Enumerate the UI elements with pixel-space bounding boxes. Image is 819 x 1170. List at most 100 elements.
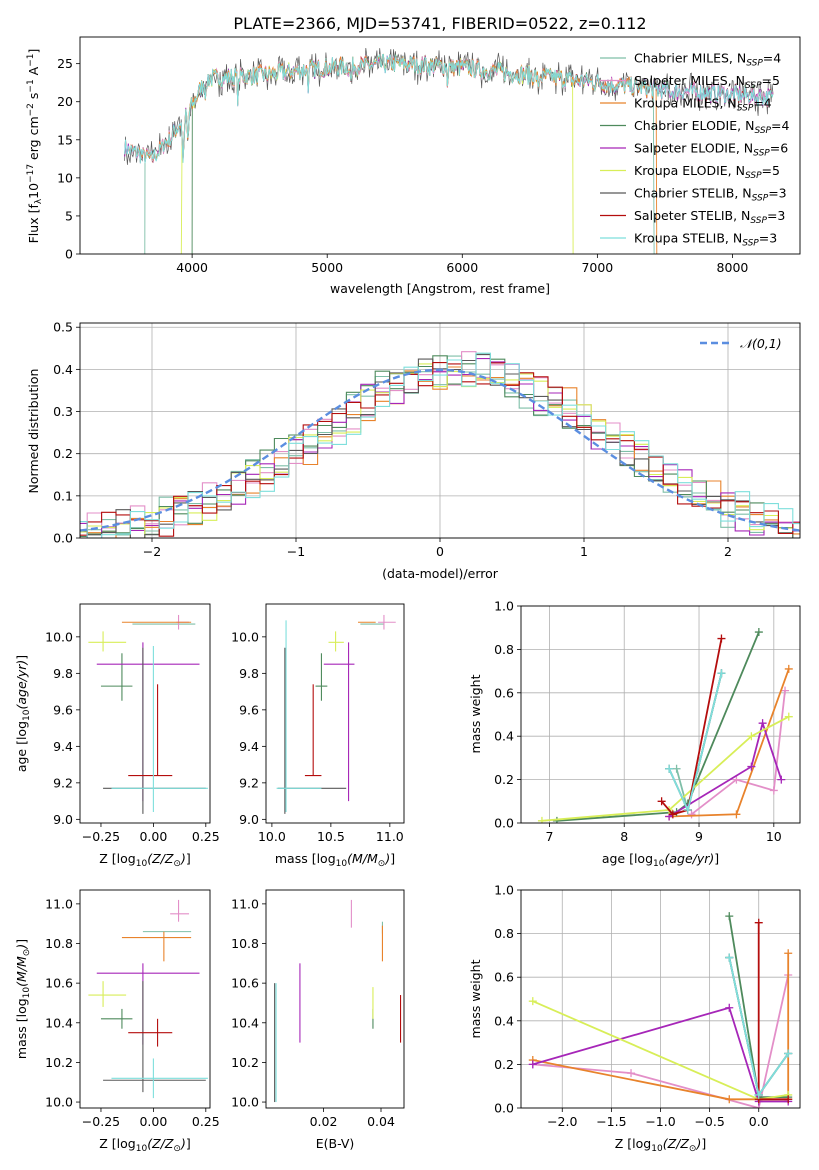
figure-title: PLATE=2366, MJD=53741, FIBERID=0522, z=0…	[233, 14, 646, 33]
y-tick-label: 0.5	[53, 320, 73, 335]
axis-label: age [log10(age/yr)]	[14, 655, 32, 772]
y-tick-label: 1.0	[494, 883, 514, 898]
sub: 10	[22, 709, 32, 721]
x-axis-label: wavelength [Angstrom, rest frame]	[330, 281, 550, 296]
txt: (age/yr	[664, 851, 710, 866]
y-tick-label: 0.8	[494, 642, 514, 657]
txt: ]	[14, 655, 29, 660]
weight-marker	[769, 786, 778, 795]
y-axis-label: Flux [fλ10−17 erg cm−2 s−1 A−1]	[26, 49, 44, 244]
y-tick-label: 10.4	[231, 1015, 259, 1030]
weight-marker	[732, 810, 741, 819]
legend-label: Chabrier MILES, NSSP=4	[634, 51, 781, 69]
x-tick-label: 0.00	[139, 1114, 167, 1129]
legend-sub: SSP	[746, 59, 763, 69]
weight-line	[532, 1006, 789, 1103]
legend-sub: SSP	[745, 81, 762, 91]
y-tick-label: 0.1	[53, 488, 73, 503]
y-tick-label: 9.2	[239, 775, 259, 790]
x-tick-label: 7	[545, 829, 553, 844]
txt: mass [log	[14, 998, 29, 1059]
y-tick-label: 0.0	[494, 1101, 514, 1116]
spectrum-line	[124, 53, 774, 164]
txt: A	[26, 66, 41, 79]
txt: (Z/Z	[663, 1136, 690, 1151]
sup: −1	[26, 54, 36, 67]
y-tick-label: 9.0	[53, 812, 73, 827]
txt: erg cm	[26, 116, 41, 164]
weight-marker	[747, 732, 756, 741]
legend-val: =5	[762, 163, 780, 178]
weight-marker	[777, 775, 786, 784]
y-axis-label: mass weight	[468, 674, 483, 753]
txt: (age/yr	[14, 664, 29, 710]
x-tick-label: 10.0	[258, 829, 286, 844]
weight-line	[556, 631, 760, 822]
weight-marker	[537, 816, 546, 823]
mass-vs-Z-points	[88, 899, 208, 1099]
weight-marker	[668, 810, 677, 819]
weight-marker	[657, 797, 666, 806]
x-tick-label: 0.0	[749, 1114, 769, 1129]
weight-marker	[747, 762, 756, 771]
legend-sub: SSP	[745, 171, 762, 181]
axis-label: mass [log10(M/M⊙)]	[275, 851, 395, 869]
txt: )	[180, 1136, 186, 1151]
x-tick-label: 0.00	[139, 829, 167, 844]
weight-marker	[683, 805, 692, 814]
axes-frame	[79, 322, 801, 539]
x-tick-label: 10	[766, 829, 782, 844]
legend-val: =4	[771, 118, 789, 133]
x-tick-label: 8	[620, 829, 628, 844]
weight-marker	[665, 764, 674, 773]
y-tick-label: 0.2	[53, 446, 73, 461]
legend-sub: SSP	[750, 216, 767, 226]
legend-val: =3	[768, 186, 786, 201]
x-tick-label: 11.0	[376, 829, 404, 844]
txt: ]	[26, 49, 41, 54]
axis-label: Z [log10(Z/Z⊙)]	[615, 1136, 706, 1154]
gaussian-curve	[80, 368, 800, 532]
txt: Z [log	[99, 1136, 135, 1151]
txt: )	[695, 1136, 701, 1151]
weight-vs-Z-lines	[528, 912, 793, 1108]
y-tick-label: 11.0	[231, 896, 259, 911]
weight-vs-age-lines	[537, 628, 793, 823]
y-tick-label: 0.8	[494, 926, 514, 941]
y-tick-label: 0.2	[494, 1057, 514, 1072]
x-tick-label: −0.5	[694, 1114, 724, 1129]
axes-frame	[79, 603, 211, 824]
x-tick-label: 5000	[311, 260, 343, 275]
x-tick-label: 9	[695, 829, 703, 844]
sub: 10	[651, 1144, 663, 1154]
x-tick-label: 1	[580, 544, 588, 559]
y-tick-label: 11.0	[45, 896, 73, 911]
weight-marker	[717, 634, 726, 643]
weight-line	[668, 720, 783, 818]
sub: 10	[136, 859, 148, 869]
spectrum-axes: 4000 5000 6000 7000 8000 0 5 10 15 20 25	[57, 56, 748, 275]
y-tick-label: 10.4	[45, 1015, 73, 1030]
y-tick-label: 10.0	[231, 1095, 259, 1110]
txt: )	[708, 851, 714, 866]
x-tick-label: 2	[724, 544, 732, 559]
x-axis-label: (data-model)/error	[382, 566, 499, 581]
x-tick-label: 0.02	[310, 1114, 338, 1129]
y-tick-label: 9.0	[239, 812, 259, 827]
x-tick-label: 10.5	[317, 829, 345, 844]
weight-marker	[758, 719, 767, 728]
sub: 10	[22, 987, 32, 999]
y-tick-label: 9.8	[53, 666, 73, 681]
y-tick-label: 0.4	[494, 729, 514, 744]
legend-sub: SSP	[754, 126, 771, 136]
legend-sub: SSP	[752, 194, 769, 204]
y-tick-label: 9.6	[53, 702, 73, 717]
axis-label: Z [log10(Z/Z⊙)]	[99, 1136, 190, 1154]
txt: age [log	[602, 851, 653, 866]
axes-frame	[520, 889, 801, 1109]
txt: (Z/Z	[147, 1136, 174, 1151]
age-vs-Z-axes: −0.25 0.00 0.25 9.0 9.2 9.4 9.6 9.8 10.0	[45, 629, 220, 844]
weight-line	[660, 638, 723, 816]
txt: )	[384, 851, 390, 866]
txt: ]	[701, 1136, 706, 1151]
